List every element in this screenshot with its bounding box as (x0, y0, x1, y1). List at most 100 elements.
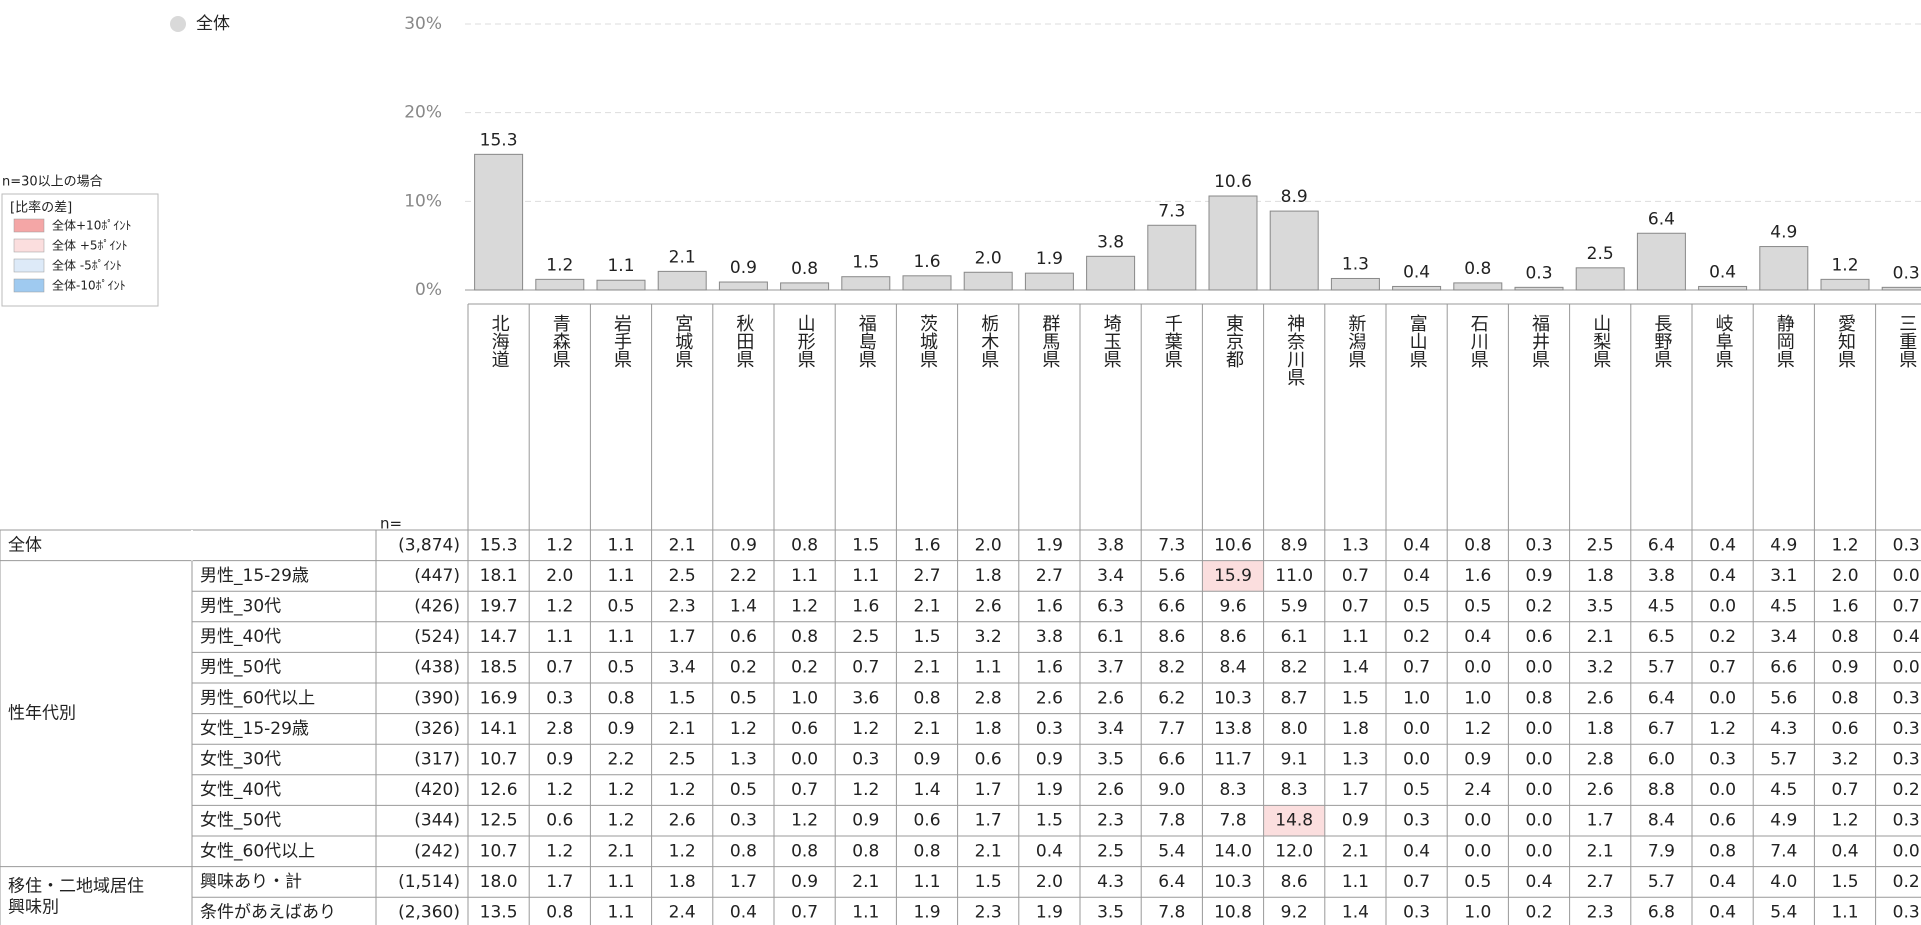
cell-value: 15.9 (1214, 566, 1252, 586)
row-label: 条件があえばあり (200, 903, 336, 923)
group-label: 興味別 (8, 898, 59, 918)
cell-value: 0.4 (1709, 566, 1736, 586)
cell-value: 0.0 (1709, 780, 1736, 800)
cell-value: 1.1 (1342, 627, 1369, 647)
cell-value: 4.3 (1770, 719, 1797, 739)
cell-value: 0.8 (607, 688, 634, 708)
cell-value: 19.7 (480, 597, 518, 617)
row-label: 女性_40代 (200, 780, 281, 800)
row-n: (426) (414, 597, 460, 617)
cell-value: 0.0 (1709, 688, 1736, 708)
data-label: 2.5 (1587, 244, 1614, 264)
cell-value: 0.4 (1893, 627, 1920, 647)
cell-value: 8.2 (1158, 658, 1185, 678)
cell-value: 3.4 (1097, 566, 1124, 586)
cell-value: 10.3 (1214, 872, 1252, 892)
cell-value: 3.1 (1770, 566, 1797, 586)
cell-value: 1.7 (546, 872, 573, 892)
cell-value: 8.9 (1281, 535, 1308, 555)
cell-value: 1.1 (791, 566, 818, 586)
cell-value: 0.5 (1403, 597, 1430, 617)
cell-value: 1.3 (1342, 535, 1369, 555)
data-label: 4.9 (1770, 223, 1797, 243)
cell-value: 1.8 (975, 566, 1002, 586)
cell-value: 7.4 (1770, 841, 1797, 861)
cell-value: 0.7 (1342, 597, 1369, 617)
cell-value: 0.7 (1403, 658, 1430, 678)
legend-swatch (170, 16, 186, 32)
cell-value: 0.5 (730, 688, 757, 708)
cell-value: 15.3 (480, 535, 518, 555)
cell-value: 0.0 (1525, 658, 1552, 678)
cell-value: 0.8 (791, 841, 818, 861)
bar (1698, 285, 1748, 291)
cell-value: 0.2 (1525, 903, 1552, 923)
legend-box (1, 193, 159, 307)
cell-value: 0.0 (1403, 719, 1430, 739)
cell-value: 1.2 (852, 719, 879, 739)
cell-value: 2.1 (913, 597, 940, 617)
bar (902, 275, 952, 291)
row-n: (344) (414, 811, 460, 831)
cell-value: 6.6 (1158, 750, 1185, 770)
bar (474, 153, 524, 291)
cell-value: 8.3 (1281, 780, 1308, 800)
bar (841, 276, 891, 291)
cell-value: 10.7 (480, 750, 518, 770)
x-tick-label: 新潟県 (1345, 314, 1366, 368)
legend-swatch (13, 258, 45, 273)
cell-value: 1.0 (1464, 903, 1491, 923)
cell-value: 3.2 (1831, 750, 1858, 770)
cell-value: 1.7 (975, 780, 1002, 800)
cell-value: 7.3 (1158, 535, 1185, 555)
cell-value: 1.3 (730, 750, 757, 770)
cell-value: 0.4 (1403, 841, 1430, 861)
data-label: 1.9 (1036, 249, 1063, 269)
cell-value: 1.7 (1342, 780, 1369, 800)
x-tick-label: 東京都 (1223, 314, 1244, 368)
x-tick-label: 三重県 (1896, 314, 1917, 368)
cell-value: 3.2 (1587, 658, 1614, 678)
x-tick-label: 福井県 (1529, 314, 1550, 368)
cell-value: 1.2 (852, 780, 879, 800)
x-tick-label: 富山県 (1407, 314, 1428, 368)
cell-value: 0.3 (1893, 535, 1920, 555)
bar (596, 279, 646, 291)
cell-value: 0.7 (1831, 780, 1858, 800)
cell-value: 1.5 (975, 872, 1002, 892)
cell-value: 1.8 (1587, 719, 1614, 739)
cell-value: 2.1 (975, 841, 1002, 861)
cell-value: 6.4 (1648, 688, 1675, 708)
data-label: 10.6 (1214, 172, 1252, 192)
cell-value: 2.7 (1587, 872, 1614, 892)
cell-value: 6.2 (1158, 688, 1185, 708)
x-tick-label: 岐阜県 (1713, 314, 1734, 368)
cell-value: 0.9 (607, 719, 634, 739)
cell-value: 3.2 (975, 627, 1002, 647)
cell-value: 14.8 (1275, 811, 1313, 831)
cell-value: 1.1 (913, 872, 940, 892)
cell-value: 1.1 (852, 566, 879, 586)
cell-value: 4.5 (1648, 597, 1675, 617)
cell-value: 0.7 (546, 658, 573, 678)
cell-value: 0.8 (913, 688, 940, 708)
cell-value: 0.6 (546, 811, 573, 831)
data-label: 1.6 (913, 252, 940, 272)
cell-value: 16.9 (480, 688, 518, 708)
cell-value: 0.0 (1893, 658, 1920, 678)
cell-value: 2.6 (1097, 780, 1124, 800)
row-label: 男性_40代 (200, 627, 281, 647)
cell-value: 1.1 (607, 535, 634, 555)
cell-value: 9.2 (1281, 903, 1308, 923)
data-label: 1.2 (1831, 255, 1858, 275)
cell-value: 0.5 (607, 597, 634, 617)
cell-value: 2.4 (669, 903, 696, 923)
cell-value: 0.3 (1893, 750, 1920, 770)
cell-value: 18.1 (480, 566, 518, 586)
cell-value: 0.7 (791, 780, 818, 800)
cell-value: 4.0 (1770, 872, 1797, 892)
bar (1147, 224, 1197, 291)
cell-value: 1.9 (1036, 903, 1063, 923)
cell-value: 1.7 (730, 872, 757, 892)
cell-value: 0.6 (730, 627, 757, 647)
